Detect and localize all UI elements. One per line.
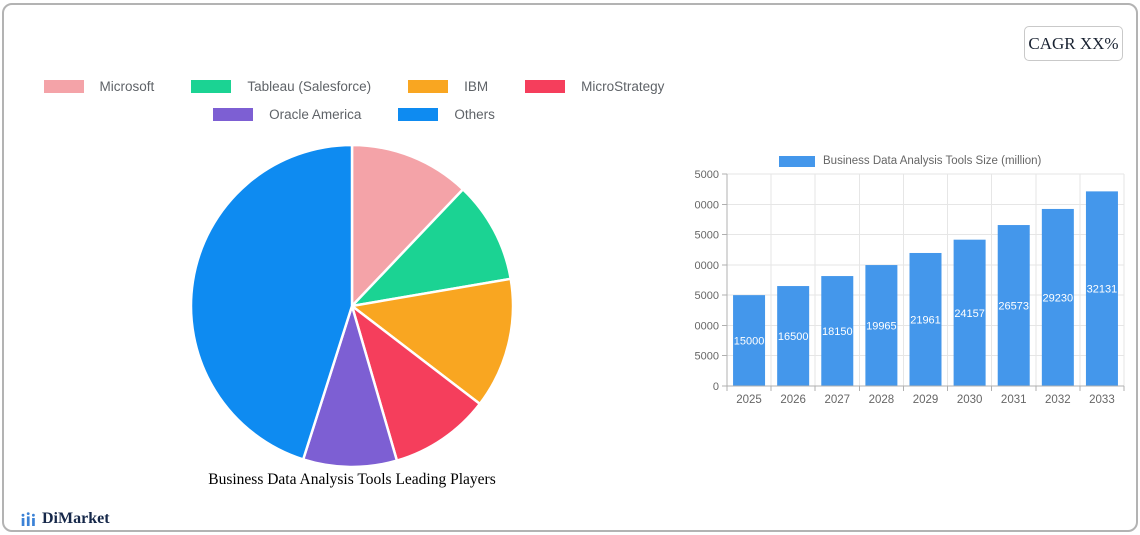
bar-2033 (1085, 191, 1118, 386)
x-tick-label: 2029 (913, 394, 939, 406)
bar-2031 (997, 225, 1030, 386)
legend-item-microsoft[interactable]: Microsoft (43, 79, 155, 94)
legend-label: Tableau (Salesforce) (247, 79, 372, 94)
legend-swatch (213, 108, 254, 121)
y-tick-label: 10000 (694, 320, 719, 332)
x-tick-label: 2031 (1001, 394, 1027, 406)
bar-chart-logo-icon (21, 512, 35, 526)
legend-item-oracle-america[interactable]: Oracle America (213, 107, 361, 122)
bar-value-label: 15000 (734, 336, 765, 348)
bar-2025 (733, 295, 766, 386)
x-tick-label: 2030 (957, 394, 983, 406)
legend-swatch (408, 80, 449, 93)
x-tick-label: 2027 (824, 394, 850, 406)
pie-slice-microstrategy (350, 304, 482, 462)
legend-label: Oracle America (269, 107, 362, 122)
x-tick-label: 2026 (780, 394, 806, 406)
bar-2026 (777, 286, 810, 386)
bar-chart-plot: 15000 16500 18150 19965 21961 24157 26573 29230… (688, 169, 1125, 406)
bar-2028 (865, 265, 898, 386)
y-tick-label: 0 (713, 381, 719, 393)
legend-label: Microsoft (99, 79, 155, 94)
pie-chart (189, 143, 515, 469)
pie-slice-microsoft (350, 143, 465, 308)
chart-card: CAGR XX% Microsoft Tableau (Salesforce) IB… (2, 3, 1138, 532)
x-tick-label: 2028 (869, 394, 895, 406)
x-tick-label: 2025 (736, 394, 762, 406)
legend-swatch (43, 80, 84, 93)
bar-value-label: 26573 (998, 301, 1029, 313)
legend-label: Others (454, 107, 495, 122)
bar-value-label: 21961 (910, 314, 941, 326)
bar-2029 (909, 252, 942, 386)
bar-value-label: 32131 (1087, 284, 1118, 296)
brand-logo: DiMarket (20, 510, 110, 527)
bar-chart: Business Data Analysis Tools Size (milli… (688, 145, 1140, 410)
bar-value-label: 19965 (866, 321, 897, 333)
pie-chart-title: Business Data Analysis Tools Leading Pla… (208, 471, 496, 488)
bar-chart-legend[interactable]: Business Data Analysis Tools Size (milli… (779, 155, 1041, 167)
legend-item-others[interactable]: Others (398, 107, 495, 122)
bar-2032 (1041, 208, 1074, 386)
bar-2030 (953, 239, 986, 386)
bar-value-label: 24157 (954, 308, 985, 320)
bar-value-label: 16500 (778, 331, 809, 343)
cagr-label: CAGR XX% (1028, 33, 1119, 53)
legend-item-ibm[interactable]: IBM (408, 79, 488, 94)
legend-row: Oracle America Others (213, 107, 495, 122)
legend-label: IBM (464, 79, 489, 94)
bar-legend-label: Business Data Analysis Tools Size (milli… (823, 155, 1042, 167)
legend-item-tableau-salesforce[interactable]: Tableau (Salesforce) (191, 79, 371, 94)
bar-value-label: 29230 (1043, 292, 1074, 304)
pie-slice-tableau-salesforce (350, 188, 512, 308)
x-tick-label: 2033 (1089, 394, 1115, 406)
brand-name: DiMarket (42, 510, 110, 527)
legend-row: Microsoft Tableau (Salesforce) IBM MicroStr… (43, 79, 664, 94)
bar-2027 (821, 276, 854, 386)
y-tick-label: 30000 (694, 199, 719, 211)
pie-slice-ibm (350, 277, 515, 406)
pie-slice-others (189, 143, 354, 461)
bar-value-label: 18150 (822, 326, 853, 338)
cagr-badge: CAGR XX% (1024, 26, 1123, 61)
bar-legend-swatch (779, 155, 815, 167)
legend-label: MicroStrategy (581, 79, 665, 94)
pie-legend: Microsoft Tableau (Salesforce) IBM MicroStr… (4, 79, 704, 122)
legend-swatch (525, 80, 566, 93)
y-tick-label: 20000 (694, 260, 719, 272)
y-tick-label: 15000 (694, 290, 719, 302)
legend-swatch (191, 80, 232, 93)
y-tick-label: 25000 (694, 230, 719, 242)
y-tick-label: 5000 (695, 351, 719, 363)
y-tick-label: 35000 (694, 169, 719, 181)
legend-swatch (398, 108, 439, 121)
legend-item-microstrategy[interactable]: MicroStrategy (525, 79, 664, 94)
pie-slice-oracle-america (301, 304, 399, 469)
x-tick-label: 2032 (1045, 394, 1071, 406)
